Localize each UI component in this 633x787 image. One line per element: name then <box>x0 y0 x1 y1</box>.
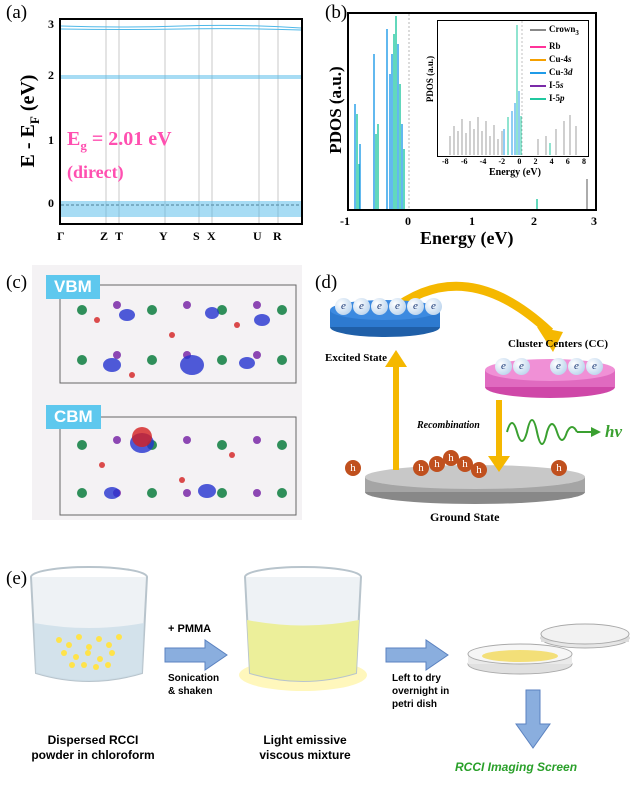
electron: e <box>513 358 530 375</box>
arrow-1-bottom-label: Sonication & shaken <box>168 673 220 697</box>
x-tick: -1 <box>340 214 350 228</box>
kpoint-label: S <box>193 229 200 243</box>
panel-d-label: (d) <box>315 272 338 293</box>
x-tick: 0 <box>405 214 411 228</box>
x-tick: 2 <box>531 214 537 228</box>
electron: e <box>550 358 567 375</box>
hole: h <box>551 460 567 476</box>
process-arrow-icon <box>164 639 228 671</box>
y-tick: 3 <box>48 17 54 31</box>
panel-a-label: (a) <box>6 2 28 23</box>
electron: e <box>407 298 424 315</box>
electron: e <box>568 358 585 375</box>
hole: h <box>413 460 429 476</box>
beaker-chloroform <box>24 565 154 685</box>
kpoint-label: U <box>253 229 262 243</box>
step1-caption: Dispersed RCCI powder in chloroform <box>31 733 155 762</box>
inset-x-label: Energy (eV) <box>489 167 541 178</box>
process-arrow-icon <box>385 639 449 671</box>
panel-e-label: (e) <box>6 568 28 589</box>
arrow-1-top-label: + PMMA <box>168 623 212 635</box>
inset-x-ticks: -8 -6 -4 -2 0 2 4 6 8 <box>442 157 586 166</box>
beaker-emissive <box>238 565 368 695</box>
hole: h <box>457 456 473 472</box>
hole: h <box>471 462 487 478</box>
legend-item: I-5p <box>530 92 579 105</box>
hole: h <box>443 450 459 466</box>
legend-item: Rb <box>530 40 579 53</box>
electron: e <box>495 358 512 375</box>
pdos-inset: Crown3 Rb Cu-4s Cu-3d I-5s I-5p <box>437 20 589 157</box>
kpoint-label: Z <box>100 229 109 243</box>
y-tick: 0 <box>48 196 54 210</box>
hole: h <box>429 456 445 472</box>
down-arrow-icon <box>515 689 551 749</box>
panel-b-label: (b) <box>325 2 348 23</box>
cbm-label: CBM <box>46 405 101 429</box>
gap-type-label: (direct) <box>67 162 124 182</box>
band-structure-plot: Eg = 2.01 eV (direct) <box>59 18 303 225</box>
kpoint-label: T <box>115 229 124 243</box>
cluster-centers-label: Cluster Centers (CC) <box>508 338 608 350</box>
legend-item: Cu-3d <box>530 66 579 79</box>
step2-caption: Light emissive viscous mixture <box>259 733 351 762</box>
vbm-label: VBM <box>46 275 100 299</box>
ground-state-label: Ground State <box>430 510 500 524</box>
y-tick: 2 <box>48 68 54 82</box>
energy-diagram: e e e e e e e e e e e h h h h h h h Exci… <box>325 272 625 530</box>
band-y-axis-label: E - EF (eV) <box>17 74 42 168</box>
x-tick: 3 <box>591 214 597 228</box>
x-tick: 1 <box>469 214 475 228</box>
electron-group: e e e e e e <box>335 298 442 315</box>
panel-c-label: (c) <box>6 272 28 293</box>
kpoint-label: X <box>207 229 216 243</box>
electron: e <box>353 298 370 315</box>
petri-dish <box>465 616 630 686</box>
legend-item: Crown3 <box>530 23 579 40</box>
electron: e <box>335 298 352 315</box>
pdos-plot: Crown3 Rb Cu-4s Cu-3d I-5s I-5p PDOS (a.… <box>347 12 597 211</box>
orbital-structure-image: VBM CBM <box>32 265 302 520</box>
pdos-legend: Crown3 Rb Cu-4s Cu-3d I-5s I-5p <box>530 23 579 105</box>
kpoint-label: Γ <box>57 229 65 243</box>
inset-y-label: PDOS (a.u.) <box>425 55 436 103</box>
excited-state-label: Excited State <box>325 352 388 364</box>
electron: e <box>586 358 603 375</box>
electron: e <box>425 298 442 315</box>
pdos-y-axis-label: PDOS (a.u.) <box>326 66 345 154</box>
arrow-2-label: Left to dry overnight in petri dish <box>392 673 450 710</box>
electron: e <box>371 298 388 315</box>
electron: e <box>389 298 406 315</box>
y-tick: 1 <box>48 133 54 147</box>
band-gap-label: Eg = 2.01 eV <box>67 128 172 153</box>
legend-item: I-5s <box>530 79 579 92</box>
kpoint-label: Y <box>159 229 168 243</box>
hole: h <box>345 460 361 476</box>
legend-item: Cu-4s <box>530 53 579 66</box>
kpoint-label: R <box>273 229 282 243</box>
photon-label: hv <box>605 422 622 441</box>
electron-group: e e e e e <box>495 358 603 375</box>
pdos-x-axis-label: Energy (eV) <box>420 228 514 248</box>
final-label: RCCI Imaging Screen <box>455 760 578 774</box>
recombination-label: Recombination <box>417 420 480 431</box>
